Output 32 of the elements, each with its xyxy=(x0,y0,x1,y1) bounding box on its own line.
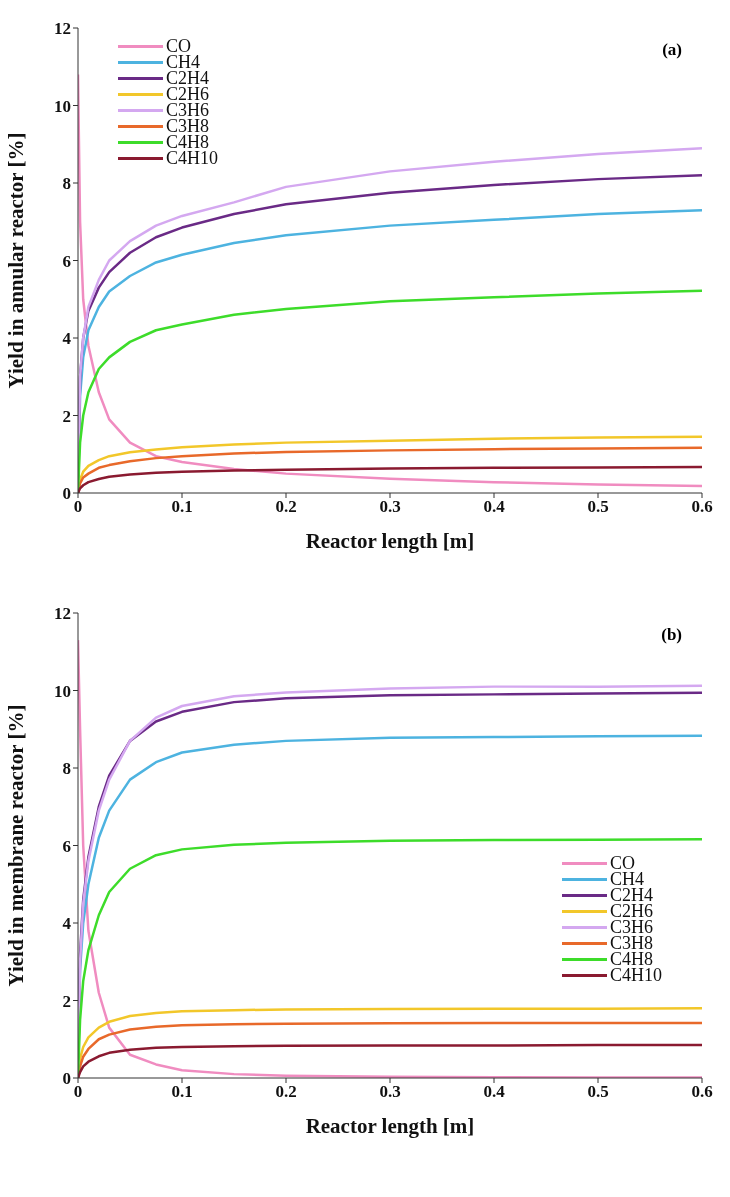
y-tick-label: 0 xyxy=(62,484,71,504)
y-tick-label: 8 xyxy=(62,759,71,779)
x-tick-label: 0.1 xyxy=(171,1082,193,1102)
x-tick-label: 0.1 xyxy=(171,497,193,517)
y-axis-title: Yield in annular reactor [%] xyxy=(4,132,29,389)
x-axis-title: Reactor length [m] xyxy=(305,1114,475,1138)
x-tick-label: 0.5 xyxy=(587,497,609,517)
y-tick-label: 6 xyxy=(62,251,71,271)
y-tick-label: 6 xyxy=(62,836,71,856)
y-tick-label: 12 xyxy=(54,604,71,624)
y-tick-label: 2 xyxy=(62,406,71,426)
x-tick-label: 0.6 xyxy=(691,497,713,517)
x-tick-label: 0.4 xyxy=(483,1082,506,1102)
x-axis-title: Reactor length [m] xyxy=(305,529,475,553)
x-tick-label: 0.4 xyxy=(483,497,506,517)
x-tick-label: 0.3 xyxy=(379,497,401,517)
x-tick-label: 0.6 xyxy=(691,1082,713,1102)
annotation: (b) xyxy=(661,625,682,645)
x-tick-label: 0.3 xyxy=(379,1082,401,1102)
y-axis-title: Yield in membrane reactor [%] xyxy=(4,704,29,987)
y-tick-label: 2 xyxy=(62,991,71,1011)
y-tick-label: 10 xyxy=(54,96,71,116)
y-tick-label: 10 xyxy=(54,681,71,701)
y-tick-label: 12 xyxy=(54,19,71,39)
y-tick-label: 4 xyxy=(62,914,72,934)
x-tick-label: 0.2 xyxy=(275,1082,297,1102)
y-tick-label: 8 xyxy=(62,174,71,194)
x-tick-label: 0.5 xyxy=(587,1082,609,1102)
x-tick-label: 0.2 xyxy=(275,497,297,517)
y-tick-label: 4 xyxy=(62,329,72,349)
y-tick-label: 0 xyxy=(62,1069,71,1089)
annotation: (a) xyxy=(662,40,682,60)
